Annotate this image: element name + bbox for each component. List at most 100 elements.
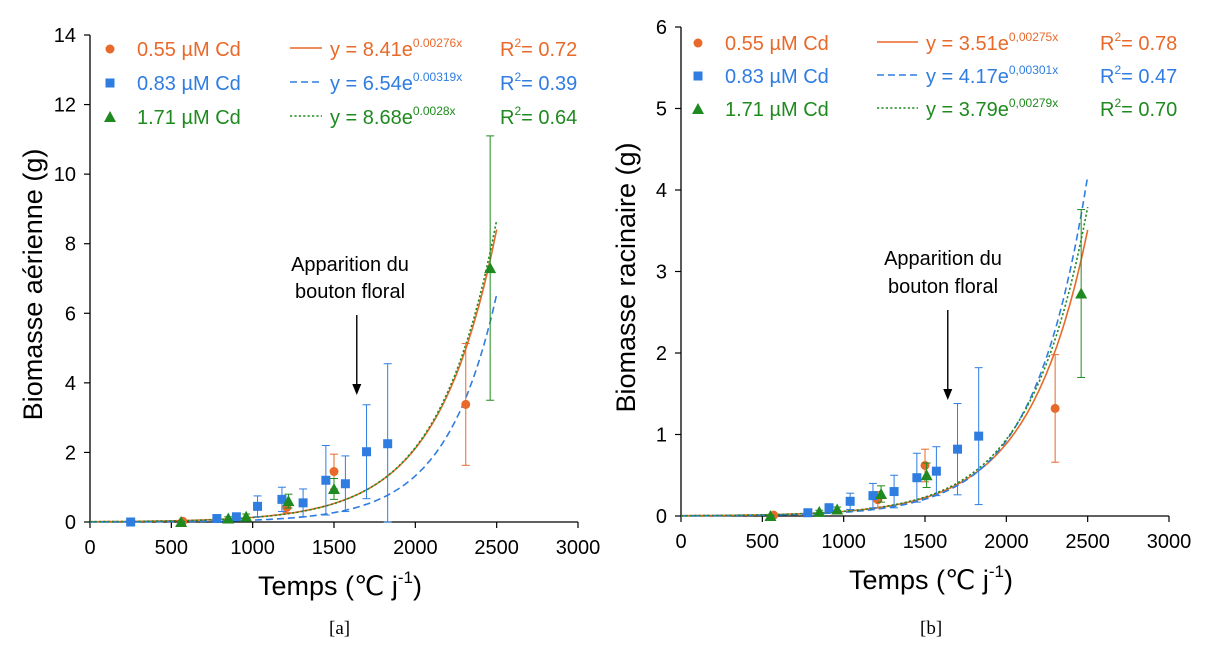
- data-point: [692, 103, 704, 114]
- fit-curve: [90, 294, 498, 523]
- x-tick-label: 2500: [474, 537, 519, 559]
- fit-curve: [681, 175, 1089, 517]
- data-point: [824, 503, 834, 513]
- chart-panel-a: 0 500 1000 1500 2000 2500 3000 0 2 4 6 8 10 12 14 Bioma…: [18, 25, 600, 601]
- y-tick-label: 2: [65, 442, 76, 464]
- x-tick-label: 2000: [984, 531, 1029, 553]
- y-axis-title: Biomasse racinaire (g): [611, 142, 641, 412]
- data-point: [953, 444, 963, 454]
- x-tick-label: 3000: [556, 537, 601, 559]
- data-point: [803, 508, 813, 518]
- data-point: [693, 71, 703, 81]
- legend-equation: y = 3.79e0,00279x: [926, 96, 1058, 121]
- x-axis-title: Temps (℃ j-1): [258, 568, 422, 601]
- legend-equation: y = 8.41e0.00276x: [330, 36, 462, 61]
- y-tick-label: 4: [65, 373, 76, 395]
- fit-curve: [681, 206, 1089, 517]
- fit-curve: [681, 229, 1089, 517]
- y-tick-label: 4: [656, 180, 667, 202]
- data-point: [240, 510, 253, 522]
- annotation-label: Apparition du: [884, 248, 1002, 270]
- x-tick-label: 1000: [230, 537, 275, 559]
- data-point: [253, 501, 263, 511]
- legend-r2: R2= 0.70: [1100, 96, 1177, 121]
- x-tick-label: 3000: [1147, 531, 1192, 553]
- legend-r2: R2= 0.64: [500, 104, 577, 129]
- data-point: [222, 512, 235, 524]
- data-point: [912, 473, 922, 483]
- y-tick-label: 6: [656, 17, 667, 39]
- legend-r2: R2= 0.39: [500, 70, 577, 95]
- legend-equation: y = 3.51e0,00275x: [926, 30, 1058, 55]
- data-point: [104, 111, 116, 122]
- y-tick-label: 12: [54, 95, 76, 117]
- legend-equation: y = 4.17e0,00301x: [926, 63, 1058, 88]
- annotation-label: bouton floral: [295, 281, 405, 303]
- data-point: [920, 460, 930, 470]
- data-point: [889, 487, 899, 497]
- y-tick-label: 8: [65, 234, 76, 256]
- data-point: [328, 482, 340, 494]
- legend-label: 1.71 µM Cd: [137, 107, 241, 129]
- data-point: [105, 44, 115, 54]
- data-point: [321, 475, 331, 485]
- x-tick-label: 0: [84, 537, 95, 559]
- data-point: [1075, 287, 1088, 299]
- legend-label: 0.83 µM Cd: [137, 73, 241, 95]
- x-axis-title: Temps (℃ j-1): [849, 562, 1013, 595]
- y-tick-label: 10: [54, 164, 76, 186]
- fit-curve: [90, 219, 498, 523]
- data-point: [868, 491, 878, 501]
- legend-r2: R2= 0.47: [1100, 63, 1177, 88]
- x-tick-label: 500: [155, 537, 188, 559]
- arrow-head: [352, 384, 362, 395]
- y-tick-label: 3: [656, 262, 667, 284]
- legend-equation: y = 6.54e0.00319x: [330, 70, 462, 95]
- data-point: [329, 467, 339, 477]
- data-point: [282, 495, 295, 507]
- data-point: [212, 514, 222, 524]
- data-point: [920, 469, 933, 481]
- legend-label: 0.83 µM Cd: [725, 66, 829, 88]
- data-point: [693, 38, 703, 48]
- data-point: [831, 503, 844, 515]
- data-point: [764, 510, 777, 521]
- legend-r2: R2= 0.78: [1100, 30, 1177, 55]
- y-tick-label: 5: [656, 99, 667, 121]
- data-point: [484, 262, 497, 274]
- x-tick-label: 1500: [312, 537, 357, 559]
- x-tick-label: 2000: [393, 537, 438, 559]
- legend-label: 0.55 µM Cd: [725, 33, 829, 55]
- data-point: [298, 498, 308, 508]
- data-point: [813, 505, 826, 517]
- data-point: [931, 466, 941, 476]
- data-point: [845, 496, 855, 506]
- x-tick-label: 0: [675, 531, 686, 553]
- x-tick-label: 1000: [821, 531, 866, 553]
- y-tick-label: 0: [65, 512, 76, 534]
- data-point: [974, 431, 984, 441]
- annotation-label: bouton floral: [888, 276, 998, 298]
- x-tick-label: 500: [746, 531, 779, 553]
- data-point: [277, 494, 287, 504]
- y-axis-title: Biomasse aérienne (g): [18, 149, 48, 421]
- data-point: [340, 479, 350, 489]
- data-point: [231, 512, 241, 522]
- legend-equation: y = 8.68e0.0028x: [330, 104, 456, 129]
- data-point: [875, 487, 888, 499]
- data-point: [362, 447, 372, 457]
- y-tick-label: 6: [65, 303, 76, 325]
- data-point: [383, 439, 393, 449]
- annotation-label: Apparition du: [291, 254, 409, 276]
- x-tick-label: 2500: [1065, 531, 1110, 553]
- data-point: [1050, 403, 1060, 413]
- legend-label: 1.71 µM Cd: [725, 99, 829, 121]
- y-tick-label: 14: [54, 25, 76, 47]
- caption-a: [a]: [329, 618, 351, 639]
- data-point: [126, 517, 136, 527]
- data-point: [175, 516, 188, 527]
- legend-r2: R2= 0.72: [500, 36, 577, 61]
- data-point: [105, 78, 115, 88]
- y-tick-label: 1: [656, 425, 667, 447]
